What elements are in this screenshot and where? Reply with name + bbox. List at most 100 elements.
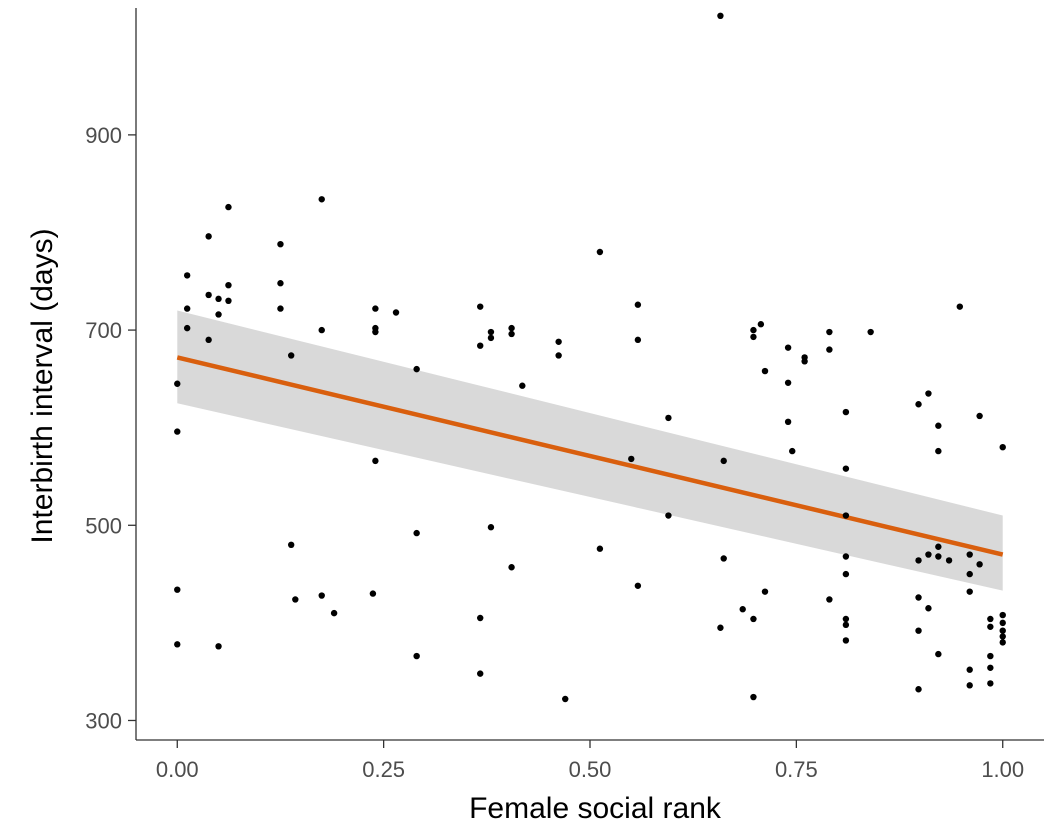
data-point — [784, 418, 792, 426]
data-point — [966, 666, 973, 673]
data-point — [174, 380, 181, 387]
data-point — [842, 512, 850, 519]
data-point — [477, 303, 484, 310]
data-point — [287, 541, 295, 548]
data-point — [205, 233, 212, 240]
confidence-band — [177, 310, 1003, 591]
data-point — [987, 680, 994, 687]
data-point — [477, 342, 484, 349]
y-tick-label: 300 — [85, 708, 122, 733]
data-point — [628, 455, 635, 463]
data-point — [720, 555, 727, 562]
data-point — [999, 611, 1006, 619]
data-point — [987, 615, 994, 623]
data-point — [183, 324, 191, 332]
data-point — [318, 326, 325, 334]
data-point — [915, 594, 922, 601]
data-point — [508, 324, 515, 332]
axes-layer: 0.00 0.25 0.50 0.75 1.00 300 500 700 900 — [85, 8, 1044, 782]
data-point — [174, 428, 181, 435]
data-point — [277, 240, 284, 248]
data-point — [413, 652, 420, 660]
data-point — [318, 592, 325, 599]
data-point — [225, 297, 232, 304]
data-point — [508, 564, 515, 571]
data-point — [956, 303, 964, 310]
data-point — [935, 543, 942, 550]
data-point — [330, 609, 338, 617]
data-point — [392, 309, 400, 316]
data-point — [477, 614, 484, 622]
x-axis-title: Female social rank — [469, 792, 722, 825]
data-point — [372, 305, 379, 312]
data-point — [842, 615, 850, 623]
data-point — [976, 561, 983, 568]
data-point — [976, 412, 983, 420]
data-point — [318, 196, 325, 203]
data-point — [935, 447, 942, 455]
data-point — [215, 295, 222, 303]
data-point — [596, 248, 604, 256]
data-point — [915, 557, 922, 564]
data-point — [487, 334, 495, 342]
data-point — [999, 633, 1006, 640]
points-layer — [174, 12, 1006, 703]
data-point — [277, 305, 284, 312]
data-point — [519, 382, 526, 389]
data-point — [508, 330, 515, 338]
data-point — [925, 551, 932, 558]
data-point — [842, 408, 850, 416]
data-point — [739, 606, 746, 613]
data-point — [665, 512, 672, 519]
data-point — [867, 328, 874, 336]
data-point — [372, 457, 379, 465]
data-point — [761, 588, 769, 595]
data-point — [915, 627, 922, 634]
data-point — [287, 352, 295, 359]
data-point — [925, 605, 932, 612]
data-point — [634, 301, 642, 308]
data-point — [842, 621, 850, 629]
y-tick-label: 900 — [85, 123, 122, 148]
data-point — [999, 627, 1006, 634]
data-point — [555, 352, 562, 359]
data-point — [966, 682, 973, 689]
data-point — [935, 650, 942, 658]
x-tick-label: 1.00 — [981, 757, 1024, 782]
data-point — [842, 637, 850, 644]
regression-line — [176, 355, 1004, 557]
data-point — [935, 422, 942, 429]
data-point — [225, 281, 232, 289]
data-point — [987, 664, 994, 671]
data-point — [174, 586, 181, 593]
data-point — [999, 639, 1006, 646]
x-tick-label: 0.75 — [775, 757, 818, 782]
data-point — [915, 401, 922, 408]
data-point — [487, 328, 495, 336]
data-point — [945, 557, 953, 564]
data-point — [372, 328, 379, 336]
data-point — [842, 553, 850, 560]
data-point — [750, 615, 757, 623]
data-point — [987, 623, 994, 630]
data-point — [966, 588, 973, 595]
data-point — [487, 524, 495, 531]
data-point — [966, 551, 973, 558]
data-point — [205, 336, 212, 344]
data-point — [784, 379, 792, 386]
data-point — [183, 272, 191, 279]
data-point — [750, 693, 757, 701]
x-tick-label: 0.00 — [156, 757, 199, 782]
data-point — [215, 311, 222, 318]
regression-line-layer — [176, 355, 1004, 557]
data-point — [665, 414, 672, 422]
data-point — [999, 444, 1006, 451]
data-point — [555, 338, 562, 345]
data-point — [477, 670, 484, 677]
data-point — [789, 447, 796, 455]
data-point — [225, 203, 232, 211]
data-point — [413, 365, 420, 373]
data-point — [826, 328, 833, 336]
data-point — [966, 570, 973, 578]
